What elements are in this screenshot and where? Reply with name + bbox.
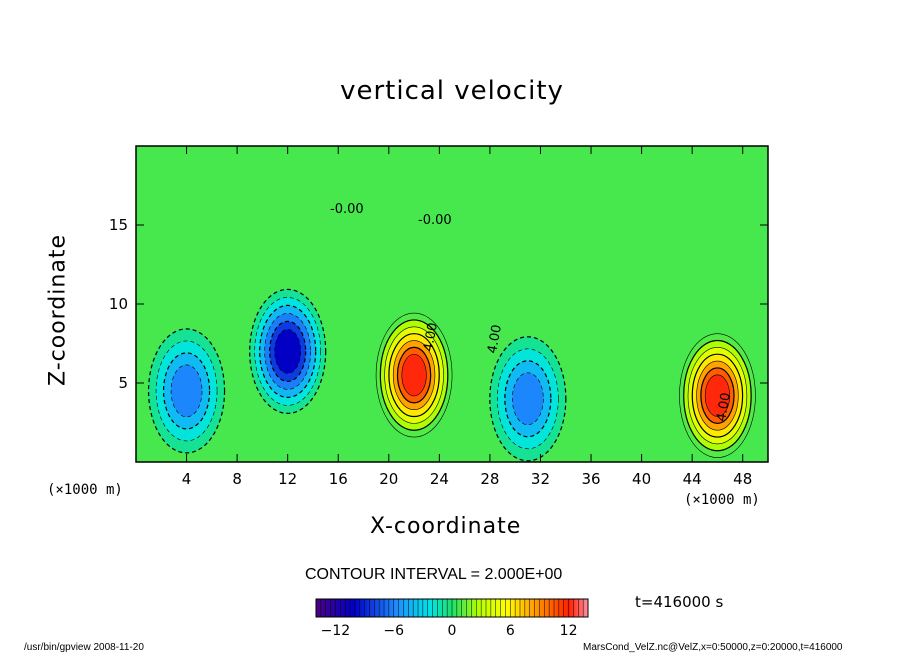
x-tick-label: 24 [430, 470, 449, 488]
colorbar-tick-label: 6 [506, 623, 515, 639]
x-tick-label: 16 [329, 470, 348, 488]
footer-source: MarsCond_VelZ.nc@VelZ,x=0:50000,z=0:2000… [583, 642, 843, 653]
x-tick-label: 48 [733, 470, 752, 488]
x-tick-label: 32 [531, 470, 550, 488]
y-tick-label: 10 [109, 295, 128, 313]
x-tick-label: 28 [480, 470, 499, 488]
x-unit-right: (×1000 m) [684, 492, 760, 508]
extremum-downdraft-3 [249, 288, 327, 414]
colorbar-tick-label: 0 [448, 623, 457, 639]
y-axis-label: Z-coordinate [45, 234, 71, 386]
time-label: t=416000 s [635, 593, 724, 611]
x-tick-label: 4 [182, 470, 192, 488]
contour-ring [512, 372, 544, 426]
contour-value-label: 4.00 [421, 322, 441, 353]
extremum-updraft-1 [375, 312, 453, 438]
x-tick-label: 8 [232, 470, 242, 488]
x-tick-label: 40 [632, 470, 651, 488]
footer-program: /usr/bin/gpview 2008-11-20 [24, 642, 144, 653]
extremum-downdraft-5 [147, 328, 226, 454]
contour-interval: CONTOUR INTERVAL = 2.000E+00 [305, 566, 563, 583]
field-background [136, 146, 768, 462]
contour-value-label: 4.00 [714, 392, 734, 423]
x-unit-left: (×1000 m) [47, 482, 123, 498]
colorbar: −12 −6 0 6 12 [315, 598, 589, 639]
colorbar-tick-label: 12 [560, 623, 578, 639]
contour-value-label: -0.00 [330, 202, 364, 217]
y-tick-label: 15 [109, 216, 128, 234]
colorbar-tick-label: −12 [321, 623, 351, 639]
contour-ring [704, 374, 731, 417]
y-tick-label: 5 [118, 374, 128, 392]
colorbar-frame [315, 598, 589, 618]
axes: 4 8 12 16 20 24 28 32 36 40 44 4851015-0.00-0.004.0… [109, 146, 768, 488]
velocity-field [136, 146, 768, 462]
contour-value-label: 4.00 [485, 324, 505, 355]
x-axis-label: X-coordinate [370, 514, 522, 539]
x-tick-label: 36 [581, 470, 600, 488]
chart-title: vertical velocity [340, 76, 564, 106]
colorbar-tick-label: −6 [383, 623, 404, 639]
contour-ring [274, 329, 301, 374]
contour-ring [401, 353, 427, 397]
extremum-updraft-2 [679, 333, 756, 458]
extremum-downdraft-4 [489, 336, 567, 462]
x-tick-label: 20 [379, 470, 398, 488]
x-tick-label: 44 [683, 470, 702, 488]
contour-ring [170, 364, 203, 418]
x-tick-label: 12 [278, 470, 297, 488]
contour-value-label: -0.00 [418, 213, 452, 228]
